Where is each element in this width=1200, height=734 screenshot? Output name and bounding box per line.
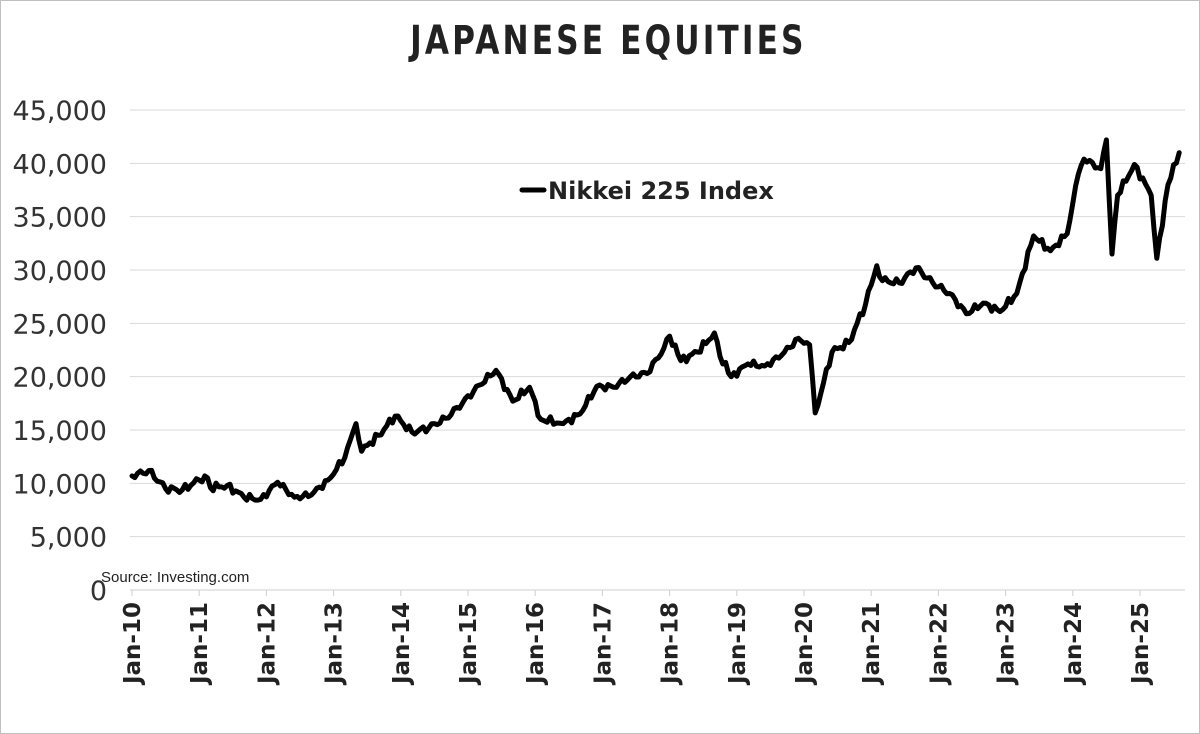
legend: Nikkei 225 Index	[519, 177, 774, 205]
x-tick-label: Jan-22	[926, 602, 952, 686]
chart-title: JAPANESE EQUITIES	[410, 18, 807, 64]
x-axis: Jan-10 Jan-11 Jan-12 Jan-13 Jan-14 Jan-15 Jan-…	[120, 589, 1185, 686]
y-tick-label: 5,000	[30, 523, 107, 554]
annotations: Source: Investing.com	[101, 569, 249, 586]
y-tick-label: 30,000	[13, 256, 107, 287]
y-tick-label: 0	[90, 576, 107, 607]
y-tick-label: 45,000	[13, 96, 107, 127]
x-tick-label: Jan-25	[1128, 602, 1154, 686]
y-tick-label: 25,000	[13, 309, 107, 340]
x-tick-label: Jan-18	[658, 602, 684, 686]
legend-label: Nikkei 225 Index	[548, 177, 774, 205]
series-line	[129, 137, 1182, 503]
x-tick-label: Jan-19	[725, 602, 751, 686]
x-tick-label: Jan-15	[456, 602, 482, 686]
x-tick-label: Jan-23	[994, 602, 1020, 686]
x-tick-label: Jan-10	[120, 602, 146, 686]
y-tick-label: 15,000	[13, 416, 107, 447]
x-tick-label: Jan-24	[1061, 602, 1087, 686]
y-tick-label: 35,000	[13, 203, 107, 234]
x-tick-label: Jan-21	[859, 602, 885, 686]
x-tick-label: Jan-14	[389, 602, 415, 686]
source-note: Source: Investing.com	[101, 569, 249, 586]
x-tick-label: Jan-12	[254, 602, 280, 686]
gridlines	[130, 109, 1185, 591]
x-tick-label: Jan-16	[523, 602, 549, 686]
series-layer	[129, 137, 1182, 503]
y-tick-label: 40,000	[13, 149, 107, 180]
y-axis: 0 5,000 10,000 15,000 20,000 25,000 30,000 35,0…	[13, 96, 107, 607]
x-tick-label: Jan-13	[322, 602, 348, 686]
y-tick-label: 20,000	[13, 363, 107, 394]
y-tick-label: 10,000	[13, 469, 107, 500]
x-tick-label: Jan-20	[792, 602, 818, 686]
x-tick-label: Jan-17	[590, 602, 616, 686]
x-tick-label: Jan-11	[187, 602, 213, 686]
